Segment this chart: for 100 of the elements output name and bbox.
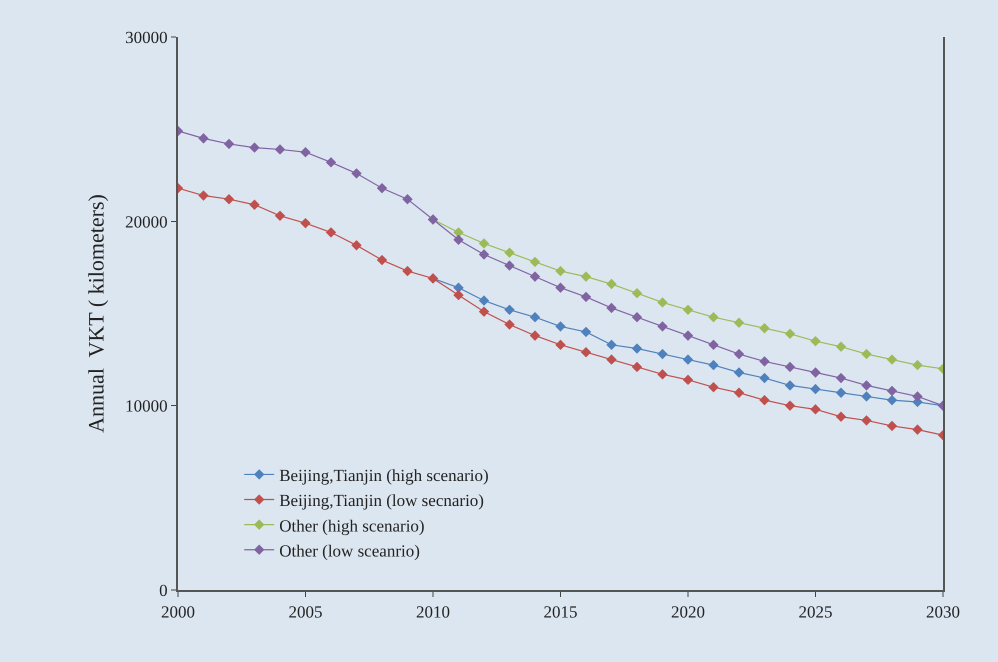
point bbox=[657, 369, 668, 380]
point bbox=[555, 340, 566, 350]
point bbox=[478, 238, 490, 249]
point bbox=[274, 210, 286, 221]
legend-label: Beijing,Tianjin (low secnario) bbox=[279, 491, 484, 510]
point bbox=[249, 200, 260, 210]
point bbox=[555, 321, 566, 332]
point bbox=[300, 147, 311, 158]
point bbox=[351, 168, 362, 179]
point bbox=[402, 194, 413, 204]
point bbox=[580, 347, 592, 358]
y-tick-label: 30000 bbox=[125, 28, 168, 47]
x-tick-label: 2000 bbox=[161, 602, 195, 622]
point bbox=[504, 319, 515, 330]
point bbox=[504, 304, 515, 316]
point bbox=[912, 391, 923, 402]
point bbox=[580, 292, 592, 302]
point bbox=[759, 394, 770, 406]
point bbox=[708, 312, 719, 322]
y-axis-title: Annual VKT ( kilometers) bbox=[83, 194, 108, 433]
point bbox=[886, 386, 898, 396]
point bbox=[886, 420, 898, 432]
point bbox=[504, 247, 515, 258]
point bbox=[836, 388, 846, 398]
x-tick-label: 2020 bbox=[671, 602, 705, 622]
point bbox=[912, 360, 923, 370]
point bbox=[886, 354, 898, 365]
point bbox=[734, 388, 744, 398]
point bbox=[224, 138, 234, 150]
point bbox=[861, 348, 872, 360]
point bbox=[555, 282, 566, 293]
point bbox=[198, 190, 209, 201]
point bbox=[530, 271, 540, 282]
point bbox=[759, 372, 770, 384]
x-tick-label: 2015 bbox=[544, 602, 578, 622]
point bbox=[274, 144, 286, 155]
point bbox=[632, 312, 642, 322]
point bbox=[453, 234, 464, 245]
point bbox=[453, 290, 464, 300]
point bbox=[632, 343, 642, 354]
point bbox=[530, 312, 540, 322]
point bbox=[912, 424, 923, 435]
point bbox=[784, 400, 796, 411]
x-tick-label: 2005 bbox=[288, 602, 322, 622]
point bbox=[810, 404, 821, 415]
point bbox=[657, 321, 668, 332]
point bbox=[708, 340, 719, 350]
legend-label: Other (high scenario) bbox=[279, 516, 425, 536]
point bbox=[734, 367, 744, 378]
x-tick-label: 2025 bbox=[798, 602, 832, 622]
point bbox=[376, 254, 388, 266]
point bbox=[606, 302, 617, 314]
point bbox=[682, 304, 694, 316]
point bbox=[351, 240, 362, 250]
point bbox=[784, 362, 796, 372]
point bbox=[504, 260, 515, 271]
legend-label: Other (low sceanrio) bbox=[279, 541, 420, 560]
point bbox=[478, 249, 490, 260]
y-tick-label: 0 bbox=[159, 580, 168, 600]
legend-label: Beijing,Tianjin (high scenario) bbox=[279, 466, 489, 486]
point bbox=[836, 412, 846, 422]
point bbox=[784, 328, 796, 339]
point bbox=[682, 330, 694, 341]
point bbox=[606, 340, 617, 350]
point bbox=[580, 271, 592, 282]
point bbox=[734, 348, 744, 360]
point bbox=[836, 341, 846, 352]
point bbox=[810, 336, 821, 346]
point bbox=[759, 356, 770, 367]
point bbox=[682, 374, 694, 386]
point bbox=[734, 318, 744, 328]
point bbox=[810, 367, 821, 378]
point bbox=[632, 362, 642, 372]
point bbox=[530, 330, 540, 341]
point bbox=[198, 133, 209, 144]
point bbox=[861, 391, 872, 402]
y-tick-label: 20000 bbox=[125, 212, 168, 232]
point bbox=[224, 194, 234, 204]
point bbox=[708, 360, 719, 370]
point bbox=[861, 415, 872, 426]
point bbox=[657, 297, 668, 308]
point bbox=[810, 384, 821, 394]
point bbox=[861, 380, 872, 391]
point bbox=[326, 227, 336, 238]
point bbox=[555, 266, 566, 276]
point bbox=[886, 394, 898, 406]
point bbox=[682, 354, 694, 365]
x-tick-label: 2030 bbox=[926, 602, 960, 622]
point bbox=[249, 142, 260, 153]
point bbox=[300, 218, 311, 228]
point bbox=[836, 372, 846, 384]
x-tick-label: 2010 bbox=[416, 602, 450, 622]
point bbox=[657, 348, 668, 360]
point bbox=[376, 182, 388, 194]
point bbox=[759, 323, 770, 334]
point bbox=[606, 354, 617, 365]
point bbox=[478, 306, 490, 317]
y-tick-label: 10000 bbox=[125, 396, 168, 416]
point bbox=[632, 288, 642, 298]
point bbox=[708, 382, 719, 392]
